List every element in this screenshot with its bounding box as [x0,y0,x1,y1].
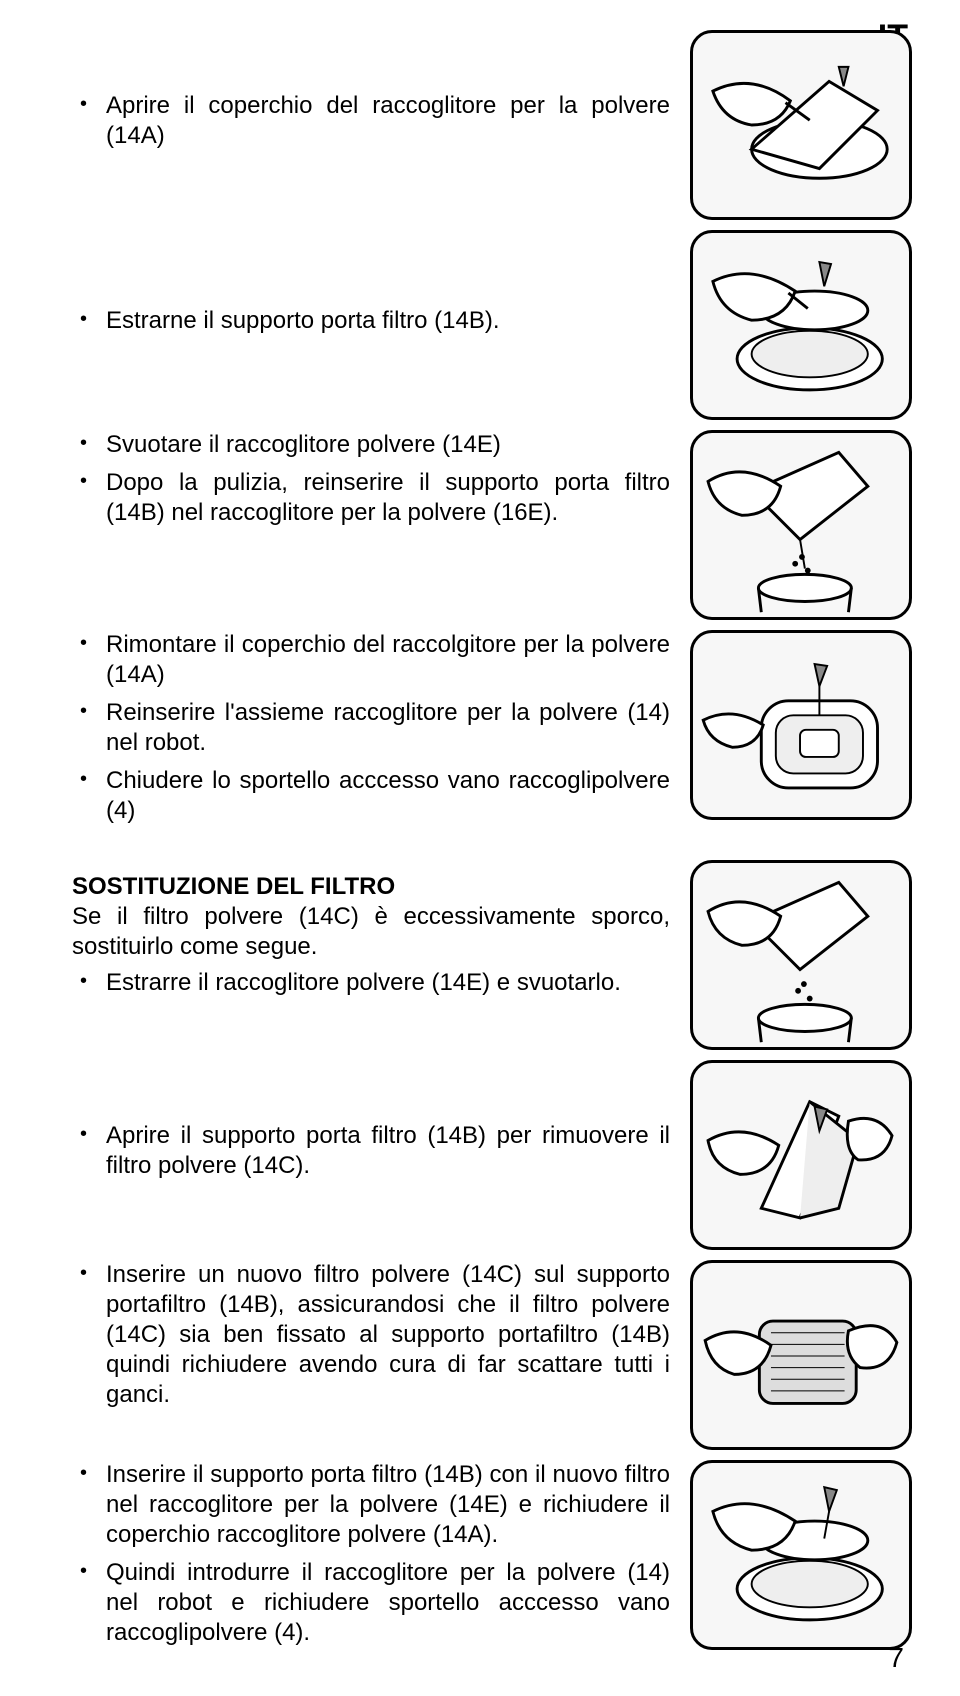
bullet-reinsert-holder: Dopo la pulizia, reinserire il supporto … [72,468,670,528]
bullet-open-holder-remove-filter: Aprire il supporto porta filtro (14B) pe… [72,1121,670,1181]
bullet-insert-robot-close-door: Quindi introdurre il raccoglitore per la… [72,1558,670,1648]
filter-step-3-text: Inserire un nuovo filtro polvere (14C) s… [72,1260,690,1418]
bullet-extract-and-empty: Estrarre il raccoglitore polvere (14E) e… [72,968,670,998]
bullet-reinsert-assembly: Reinserire l'assieme raccoglitore per la… [72,698,670,758]
bullet-insert-new-filter: Inserire un nuovo filtro polvere (14C) s… [72,1260,670,1410]
step-row-3: Svuotare il raccoglitore polvere (14E) D… [72,430,912,620]
illustration-open-holder [690,1060,912,1250]
step-4-text: Rimontare il coperchio del raccolgitore … [72,630,690,834]
bullet-empty-collector: Svuotare il raccoglitore polvere (14E) [72,430,670,460]
filter-row-2: Aprire il supporto porta filtro (14B) pe… [72,1060,912,1250]
bullet-extract-filter-holder: Estrarne il supporto porta filtro (14B). [72,306,670,336]
illustration-extract-holder [690,230,912,420]
page-number: 7 [888,1642,904,1674]
filter-step-4-text: Inserire il supporto porta filtro (14B) … [72,1460,690,1656]
bullet-open-lid: Aprire il coperchio del raccoglitore per… [72,91,670,151]
filter-row-3: Inserire un nuovo filtro polvere (14C) s… [72,1260,912,1450]
step-1-text: Aprire il coperchio del raccoglitore per… [72,91,690,159]
filter-intro-text: SOSTITUZIONE DEL FILTRO Se il filtro pol… [72,860,690,1006]
step-2-text: Estrarne il supporto porta filtro (14B). [72,306,690,344]
step-row-1: Aprire il coperchio del raccoglitore per… [72,30,912,220]
bullet-close-door: Chiudere lo sportello acccesso vano racc… [72,766,670,826]
filter-section-intro: Se il filtro polvere (14C) è eccessivame… [72,902,670,962]
content-column: Aprire il coperchio del raccoglitore per… [72,30,912,1656]
filter-section-title: SOSTITUZIONE DEL FILTRO [72,872,670,902]
illustration-open-lid [690,30,912,220]
filter-step-2-text: Aprire il supporto porta filtro (14B) pe… [72,1121,690,1189]
page: IT Aprire il coperchio del raccoglitore … [0,0,960,1696]
bullet-remount-lid: Rimontare il coperchio del raccolgitore … [72,630,670,690]
filter-row-1: SOSTITUZIONE DEL FILTRO Se il filtro pol… [72,860,912,1050]
filter-row-4: Inserire il supporto porta filtro (14B) … [72,1460,912,1656]
illustration-final-assembly [690,1460,912,1650]
illustration-empty-collector [690,430,912,620]
bullet-insert-holder-close-lid: Inserire il supporto porta filtro (14B) … [72,1460,670,1550]
illustration-reinsert-robot [690,630,912,820]
step-row-2: Estrarne il supporto porta filtro (14B). [72,230,912,420]
illustration-extract-and-empty [690,860,912,1050]
step-3-text: Svuotare il raccoglitore polvere (14E) D… [72,430,690,536]
illustration-insert-new-filter [690,1260,912,1450]
step-row-4: Rimontare il coperchio del raccolgitore … [72,630,912,834]
